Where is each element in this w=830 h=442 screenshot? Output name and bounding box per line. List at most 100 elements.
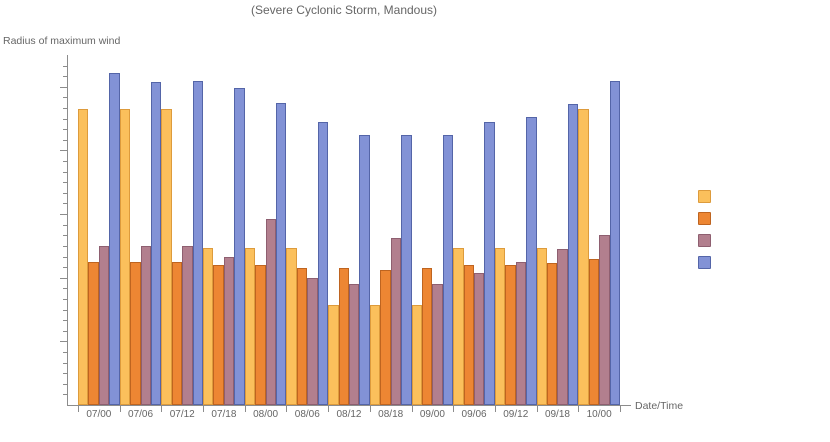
x-axis-labels: 07/00 07/06 07/12 07/18 08/00 08/06 08/12 08/18… [78, 409, 620, 425]
bar-series-yellow-08-12 [328, 304, 339, 405]
bar-series-mauve-08-06 [307, 277, 318, 405]
x-tick-label: 07/06 [128, 409, 154, 420]
bar-series-orange-08-06 [296, 268, 308, 405]
bar-group-08-12 [328, 55, 370, 405]
legend-swatch-series-orange[interactable] [698, 212, 711, 225]
y-axis-minor-tick [63, 161, 67, 163]
bar-series-yellow-07-12 [161, 109, 172, 405]
legend [698, 190, 711, 278]
bar-series-mauve-09-18 [557, 249, 568, 405]
bar-group-07-06 [119, 55, 162, 405]
bar-group-08-06 [286, 55, 329, 405]
bar-series-yellow-07-06 [119, 109, 131, 405]
y-axis-minor-tick [63, 224, 67, 226]
bar-series-mauve-10-00 [599, 234, 610, 405]
bar-series-orange-08-12 [338, 268, 349, 405]
y-axis-minor-tick [63, 362, 67, 364]
y-axis-major-tick [60, 341, 67, 343]
plot-area [78, 55, 620, 405]
y-axis-major-tick [60, 214, 67, 216]
y-axis-minor-tick [63, 267, 67, 269]
x-axis-tick [244, 406, 246, 412]
bar-series-yellow-07-00 [78, 109, 89, 405]
legend-swatch-series-mauve[interactable] [698, 234, 711, 247]
y-axis-title: Radius of maximum wind [3, 35, 121, 47]
y-axis-major-tick [60, 86, 67, 88]
y-axis-minor-tick [63, 330, 67, 332]
legend-swatch-series-blue[interactable] [698, 256, 711, 269]
bar-series-orange-09-00 [421, 268, 433, 405]
y-axis-minor-tick [63, 171, 67, 173]
bar-series-mauve-07-06 [140, 245, 151, 405]
bar-series-yellow-09-00 [411, 304, 422, 405]
y-axis-minor-tick [63, 203, 67, 205]
bar-series-mauve-07-00 [98, 245, 110, 405]
bar-series-mauve-09-06 [474, 273, 485, 405]
bar-series-blue-09-06 [484, 121, 495, 405]
bar-series-yellow-10-00 [578, 109, 589, 405]
y-axis-minor-tick [63, 298, 67, 300]
x-tick-label: 07/12 [169, 409, 195, 420]
bar-series-mauve-09-12 [515, 261, 527, 405]
bar-series-mauve-07-18 [223, 257, 235, 405]
bar-series-orange-09-06 [463, 265, 475, 405]
x-axis-tick [161, 406, 163, 412]
x-tick-label: 08/06 [294, 409, 320, 420]
y-axis-minor-tick [63, 373, 67, 375]
bar-series-blue-07-18 [234, 88, 245, 405]
bar-series-yellow-09-18 [536, 247, 547, 405]
bar-group-09-00 [411, 55, 454, 405]
bar-series-orange-07-12 [171, 261, 183, 405]
bar-series-mauve-08-18 [390, 238, 402, 405]
bar-series-orange-08-00 [255, 265, 266, 405]
x-tick-label: 09/12 [503, 409, 529, 420]
chart-title: (Severe Cyclonic Storm, Mandous) [250, 3, 438, 17]
y-axis-minor-tick [63, 108, 67, 110]
bar-group-09-06 [453, 55, 495, 405]
bar-group-07-00 [78, 55, 120, 405]
bar-series-orange-10-00 [588, 258, 600, 405]
x-axis-tick [203, 406, 205, 412]
y-axis-major-tick [60, 277, 67, 279]
bar-series-orange-09-12 [505, 265, 516, 405]
x-tick-label: 07/00 [86, 409, 112, 420]
bar-series-yellow-09-12 [494, 247, 506, 405]
bar-series-blue-09-12 [526, 117, 537, 405]
x-tick-label: 08/12 [336, 409, 362, 420]
bar-series-blue-07-12 [192, 80, 204, 405]
x-axis-tick [369, 406, 371, 412]
bar-series-blue-10-00 [609, 80, 620, 405]
y-axis-minor-tick [63, 118, 67, 120]
x-axis-tick [578, 406, 580, 412]
bar-series-mauve-08-12 [348, 284, 360, 405]
y-axis-minor-tick [63, 394, 67, 396]
x-tick-label: 07/18 [211, 409, 237, 420]
y-axis-minor-tick [63, 288, 67, 290]
bar-group-08-00 [244, 55, 287, 405]
y-axis-minor-tick [63, 320, 67, 322]
y-axis-minor-tick [63, 235, 67, 237]
bar-series-orange-07-06 [130, 261, 141, 405]
x-axis-line [67, 405, 631, 406]
y-axis-minor-tick [63, 129, 67, 131]
y-axis-minor-tick [63, 139, 67, 141]
x-axis-tick [119, 406, 121, 412]
y-axis-minor-tick [63, 97, 67, 99]
x-axis-tick [494, 406, 496, 412]
bar-series-blue-08-06 [317, 121, 329, 405]
bar-group-09-12 [494, 55, 537, 405]
bar-series-blue-09-00 [442, 134, 454, 405]
bar-series-blue-08-12 [359, 134, 370, 405]
x-tick-label: 09/18 [544, 409, 570, 420]
x-tick-label: 08/18 [378, 409, 404, 420]
bar-group-08-18 [369, 55, 412, 405]
x-tick-label: 09/06 [461, 409, 487, 420]
bar-series-blue-07-00 [109, 72, 120, 405]
bar-group-09-18 [536, 55, 579, 405]
legend-swatch-series-yellow[interactable] [698, 190, 711, 203]
y-axis-minor-tick [63, 192, 67, 194]
bar-series-orange-08-18 [380, 269, 391, 405]
y-axis-minor-tick [63, 76, 67, 78]
bar-group-07-12 [161, 55, 204, 405]
x-axis-tick [328, 406, 330, 412]
